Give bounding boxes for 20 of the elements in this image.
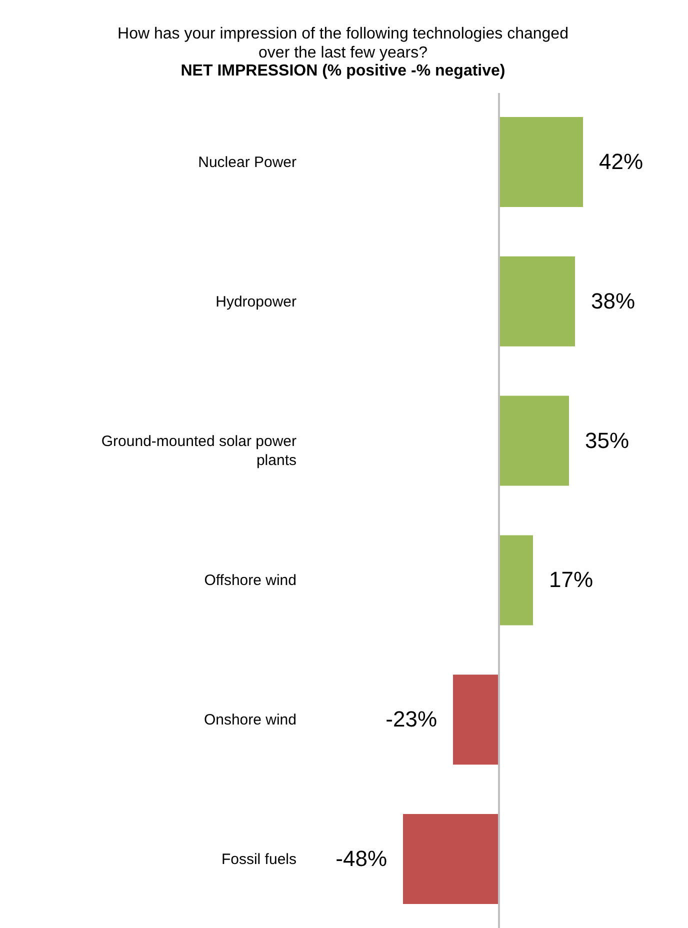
data-label: -48% bbox=[336, 846, 387, 871]
y-tick-label: Ground-mounted solar power plants bbox=[101, 432, 296, 469]
chart-title: How has your impression of the following technologies changed over the last few years? bbox=[118, 25, 568, 62]
y-tick-label: Nuclear Power bbox=[198, 154, 296, 172]
bar bbox=[453, 674, 499, 765]
y-tick-label: Offshore wind bbox=[204, 572, 296, 590]
bar bbox=[499, 396, 569, 486]
chart-subtitle: NET IMPRESSION (% positive -% negative) bbox=[180, 62, 506, 80]
bar bbox=[499, 535, 533, 626]
data-label: 17% bbox=[549, 567, 594, 592]
bar bbox=[499, 117, 583, 208]
data-label: 35% bbox=[585, 428, 630, 453]
bar bbox=[403, 814, 499, 904]
y-tick-label: Hydropower bbox=[216, 293, 296, 310]
data-label: -23% bbox=[386, 706, 437, 732]
data-label: 42% bbox=[599, 149, 644, 174]
bar bbox=[499, 256, 575, 346]
y-tick-label: Onshore wind bbox=[204, 712, 296, 729]
y-tick-label: Fossil fuels bbox=[221, 850, 296, 868]
data-label: 38% bbox=[591, 288, 636, 314]
